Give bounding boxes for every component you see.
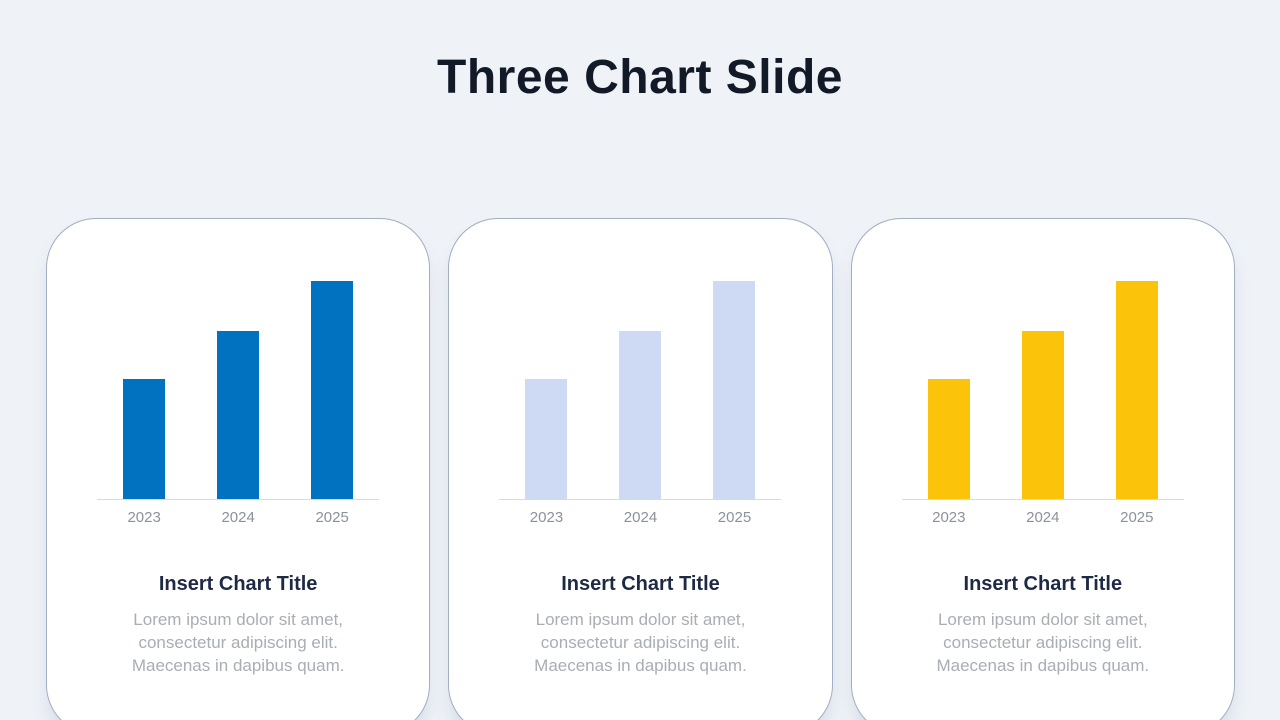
cards-row: 2023 2024 2025 Insert Chart Title Lorem … [46, 218, 1235, 720]
x-tick-label: 2025 [315, 509, 349, 526]
slide-title: Three Chart Slide [437, 51, 843, 104]
chart-description: Lorem ipsum dolor sit amet, consectetur … [534, 610, 747, 675]
bar-2024 [1021, 331, 1064, 499]
bar-2025 [311, 281, 354, 499]
chart-title: Insert Chart Title [158, 573, 318, 595]
x-tick-label: 2024 [221, 509, 255, 526]
bar-2024 [619, 331, 662, 499]
x-tick-label: 2024 [623, 509, 658, 526]
chart-description: Lorem ipsum dolor sit amet, consectetur … [131, 610, 345, 675]
x-axis-line [97, 499, 380, 500]
bars-group [47, 281, 429, 499]
bars-group [852, 281, 1234, 499]
x-tick-label: 2023 [529, 509, 564, 526]
x-tick-label: 2025 [1120, 509, 1154, 526]
x-axis-line [901, 499, 1184, 500]
bar-2023 [525, 379, 568, 499]
bar-2025 [1115, 281, 1158, 499]
bar-2025 [713, 281, 756, 499]
x-axis-line [499, 499, 782, 500]
bars-group [449, 281, 831, 499]
chart-card-periwinkle: 2023 2024 2025 Insert Chart Title Lorem … [448, 218, 833, 720]
x-axis-ticks: 2023 2024 2025 [97, 509, 379, 526]
x-axis-ticks: 2023 2024 2025 [902, 509, 1184, 526]
x-axis-ticks: 2023 2024 2025 [499, 509, 781, 526]
x-tick-label: 2024 [1026, 509, 1060, 526]
x-tick-label: 2025 [717, 509, 752, 526]
chart-title: Insert Chart Title [561, 573, 720, 595]
bar-2023 [123, 379, 166, 499]
chart-card-blue: 2023 2024 2025 Insert Chart Title Lorem … [46, 218, 431, 720]
x-tick-label: 2023 [127, 509, 161, 526]
chart-title: Insert Chart Title [963, 573, 1123, 595]
chart-description: Lorem ipsum dolor sit amet, consectetur … [936, 610, 1150, 675]
bar-2024 [217, 331, 260, 499]
bar-chart-periwinkle: 2023 2024 2025 [449, 281, 831, 526]
x-tick-label: 2023 [932, 509, 966, 526]
bar-chart-blue: 2023 2024 2025 [47, 281, 429, 526]
bar-chart-yellow: 2023 2024 2025 [852, 281, 1234, 526]
chart-card-yellow: 2023 2024 2025 Insert Chart Title Lorem … [850, 218, 1235, 720]
bar-2023 [927, 379, 970, 499]
